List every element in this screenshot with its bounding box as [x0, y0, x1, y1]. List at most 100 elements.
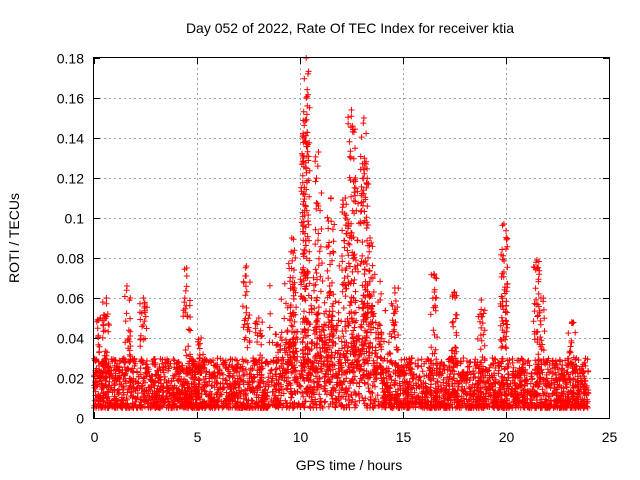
data-point — [284, 304, 291, 311]
data-point — [183, 390, 190, 397]
y-tick-label: 0 — [76, 411, 84, 427]
data-point — [363, 130, 370, 137]
data-point — [130, 375, 137, 382]
data-point — [300, 393, 307, 400]
data-point — [125, 366, 132, 373]
data-point — [160, 387, 167, 394]
data-point — [224, 381, 231, 388]
data-point — [329, 373, 336, 380]
data-point — [464, 358, 470, 364]
data-point — [344, 357, 351, 364]
x-tick-label: 0 — [91, 429, 99, 445]
data-point — [189, 386, 196, 392]
data-point — [439, 399, 446, 406]
data-point — [378, 290, 385, 297]
data-point — [128, 388, 135, 395]
data-point — [541, 328, 548, 335]
data-point — [276, 401, 283, 408]
data-point — [289, 323, 296, 330]
data-point — [348, 107, 355, 113]
data-point — [345, 401, 352, 408]
data-point — [301, 404, 308, 411]
data-point — [551, 385, 558, 392]
data-point — [330, 238, 337, 245]
data-point — [96, 372, 102, 379]
data-point — [394, 363, 401, 370]
data-point — [441, 362, 448, 369]
data-point — [510, 370, 517, 377]
data-point — [494, 390, 501, 397]
data-point — [493, 398, 500, 405]
data-point — [375, 366, 381, 373]
data-point — [244, 344, 251, 351]
data-point — [220, 359, 227, 366]
data-point — [494, 359, 501, 366]
data-point — [190, 367, 197, 374]
data-point — [195, 360, 202, 366]
data-point — [354, 357, 361, 364]
data-point — [524, 358, 531, 365]
data-point — [339, 288, 346, 295]
data-point — [291, 329, 298, 336]
data-point — [367, 404, 373, 411]
data-point — [140, 322, 147, 328]
data-point — [444, 374, 451, 381]
data-point — [217, 355, 224, 362]
data-point — [337, 351, 344, 358]
data-point — [391, 382, 398, 389]
data-point — [126, 297, 133, 304]
data-point — [241, 317, 248, 324]
data-point — [356, 391, 363, 398]
data-point — [527, 391, 534, 398]
data-point — [311, 305, 318, 312]
data-point — [259, 354, 266, 361]
data-point — [471, 384, 478, 391]
data-point — [572, 383, 579, 390]
data-point — [402, 395, 409, 402]
data-point — [311, 287, 317, 294]
data-point — [254, 339, 261, 345]
data-point — [244, 359, 251, 366]
data-point — [581, 359, 588, 366]
data-points — [91, 55, 592, 411]
data-point — [132, 387, 139, 394]
data-point — [533, 382, 539, 389]
data-point — [531, 300, 538, 307]
data-point — [240, 377, 246, 384]
data-point — [274, 341, 281, 348]
data-point — [432, 380, 439, 387]
data-point — [320, 326, 327, 333]
data-point — [114, 360, 121, 367]
data-point — [181, 295, 188, 302]
data-point — [122, 339, 129, 346]
data-point — [450, 390, 456, 397]
data-point — [268, 379, 275, 386]
data-point — [229, 356, 236, 363]
data-point — [94, 383, 100, 390]
data-point — [313, 175, 320, 182]
data-point — [341, 354, 348, 361]
data-point — [497, 399, 504, 406]
data-point — [515, 357, 522, 364]
data-point — [544, 404, 551, 411]
data-point — [126, 358, 133, 365]
data-point — [289, 274, 296, 281]
y-tick-label: 0.16 — [57, 91, 84, 107]
data-point — [105, 320, 112, 327]
data-point — [245, 315, 252, 322]
data-point — [578, 378, 585, 385]
data-point — [105, 364, 112, 371]
data-point — [141, 309, 148, 316]
data-point — [364, 328, 371, 335]
data-point — [166, 395, 172, 402]
data-point — [400, 370, 407, 377]
data-point — [372, 344, 379, 351]
data-point — [543, 359, 550, 366]
data-point — [433, 356, 440, 363]
data-point — [341, 237, 347, 244]
data-point — [367, 235, 373, 241]
data-point — [174, 369, 181, 375]
data-point — [278, 392, 285, 399]
data-point — [275, 386, 282, 393]
data-point — [313, 404, 320, 411]
